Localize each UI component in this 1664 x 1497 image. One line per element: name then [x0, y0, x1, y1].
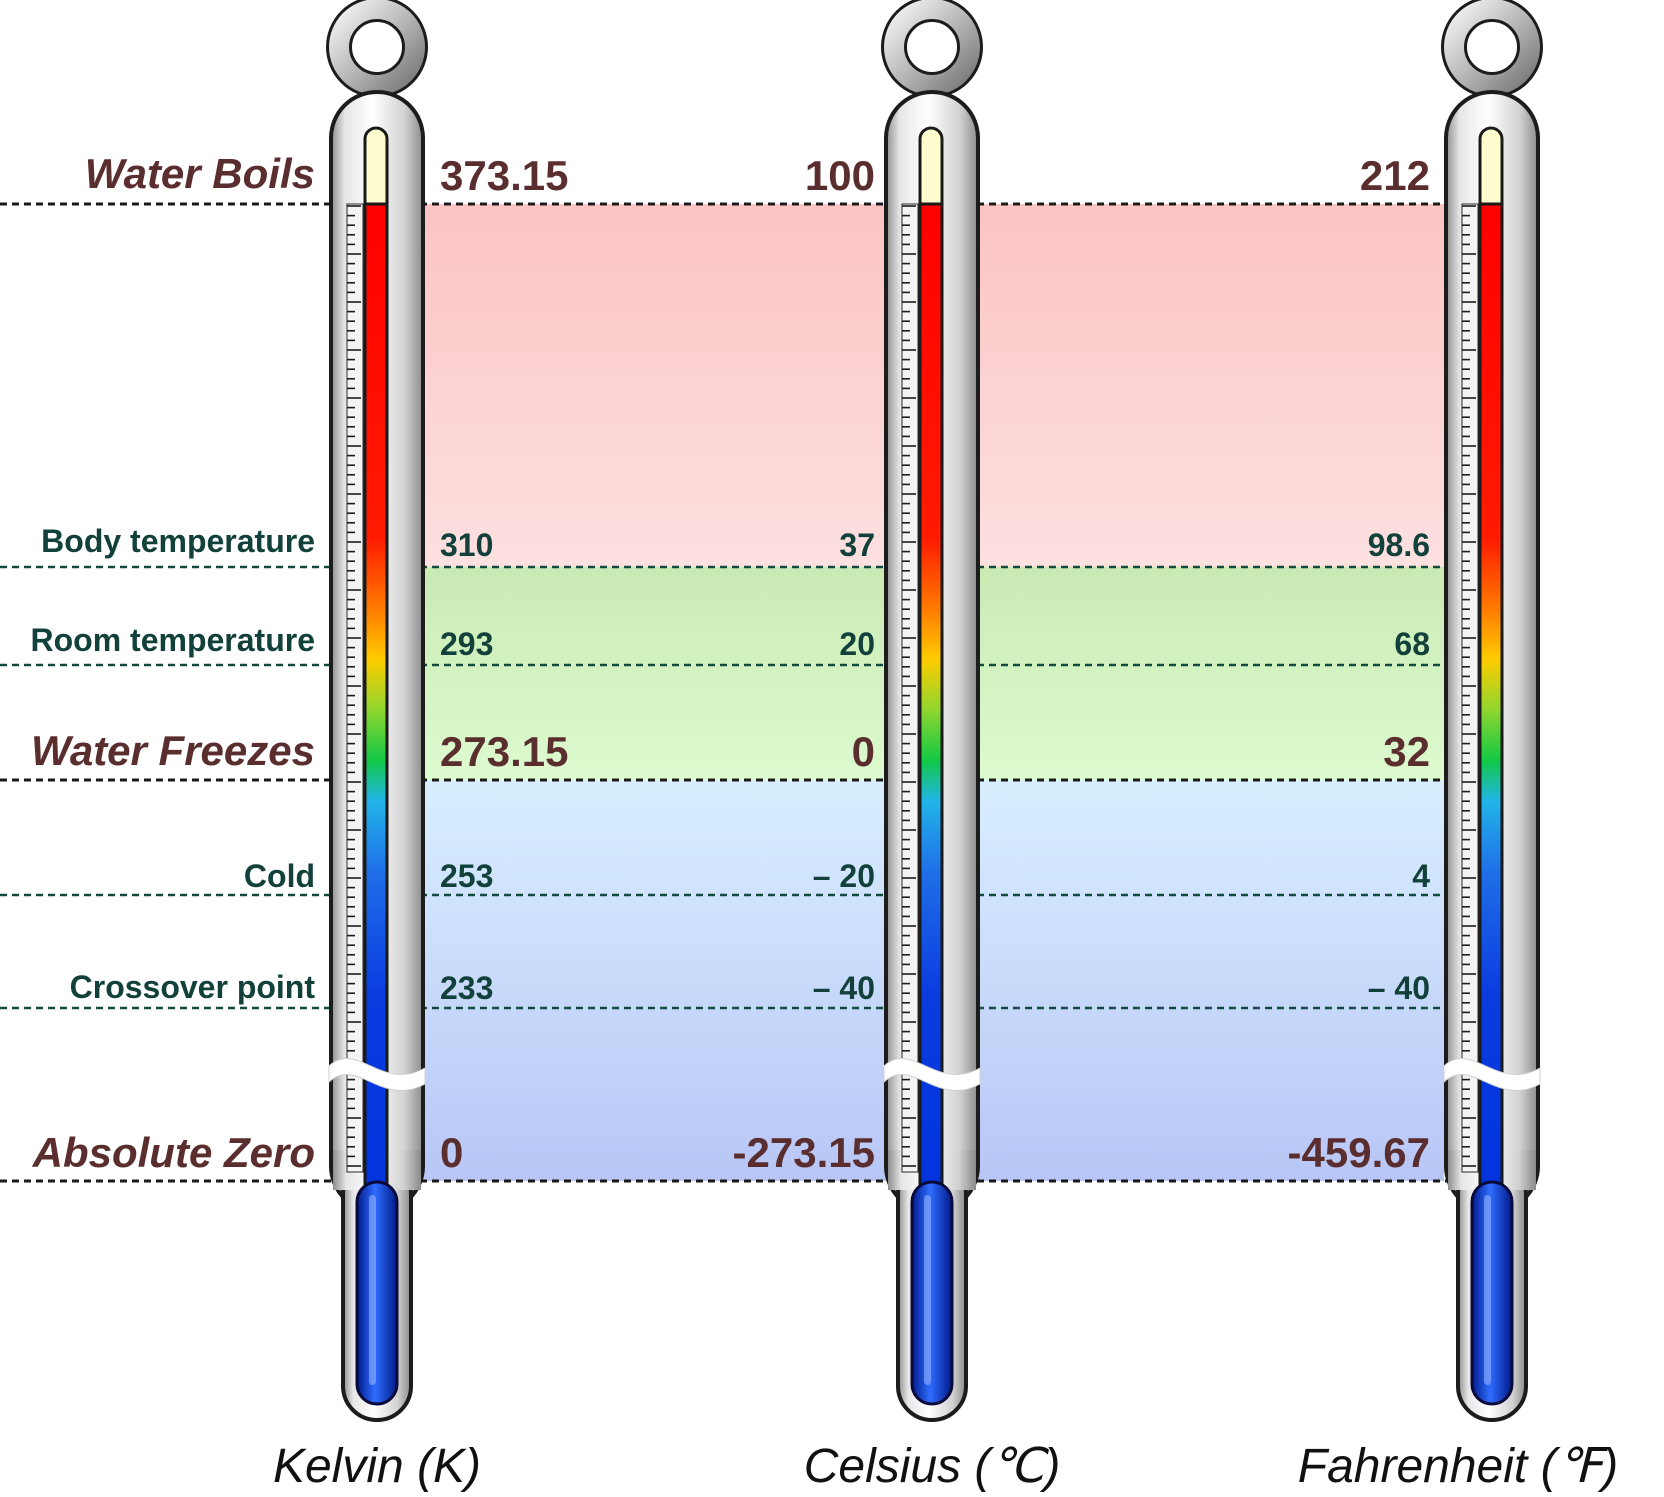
reference-lines: [0, 202, 1455, 1183]
celsius-value: 100: [805, 152, 875, 199]
reference-labels: Water Boils Body temperature Room temper…: [31, 150, 316, 1176]
label-water-freezes: Water Freezes: [31, 727, 315, 774]
kelvin-value: 0: [440, 1129, 463, 1176]
celsius-value: 37: [839, 527, 875, 563]
scale-name-fahrenheit: Fahrenheit (℉): [1298, 1440, 1618, 1493]
celsius-value: -273.15: [733, 1129, 875, 1176]
fahrenheit-value: -459.67: [1288, 1129, 1430, 1176]
thermometer-kelvin: [326, 0, 428, 1422]
label-cold: Cold: [244, 858, 315, 894]
fahrenheit-values: 212 98.6 68 32 4 – 40 -459.67: [1288, 152, 1431, 1176]
fahrenheit-value: 98.6: [1368, 527, 1430, 563]
thermometer-celsius: [881, 0, 983, 1422]
celsius-value: 20: [839, 626, 875, 662]
hot-band: [420, 204, 1444, 567]
celsius-value: – 40: [813, 970, 875, 1006]
kelvin-value: 373.15: [440, 152, 568, 199]
kelvin-value: 310: [440, 527, 493, 563]
scale-names: Kelvin (K) Celsius (℃) Fahrenheit (℉): [273, 1440, 1618, 1493]
kelvin-value: 253: [440, 858, 493, 894]
label-room-temperature: Room temperature: [31, 622, 316, 658]
kelvin-value: 233: [440, 970, 493, 1006]
thermometers: [326, 0, 1543, 1422]
scale-name-celsius: Celsius (℃): [804, 1440, 1061, 1493]
celsius-value: 0: [852, 728, 875, 775]
kelvin-values: 373.15 310 293 273.15 253 233 0: [440, 152, 568, 1176]
fahrenheit-value: 68: [1394, 626, 1430, 662]
temperature-bands: [420, 204, 1444, 1181]
fahrenheit-value: 32: [1383, 728, 1430, 775]
label-body-temperature: Body temperature: [41, 523, 315, 559]
fahrenheit-value: – 40: [1368, 970, 1430, 1006]
cold-band: [420, 780, 1444, 1181]
celsius-value: – 20: [813, 858, 875, 894]
scale-name-kelvin: Kelvin (K): [273, 1440, 481, 1493]
thermometer-fahrenheit: [1441, 0, 1543, 1422]
label-crossover-point: Crossover point: [70, 969, 316, 1005]
kelvin-value: 293: [440, 626, 493, 662]
label-water-boils: Water Boils: [85, 150, 315, 197]
mild-band: [420, 567, 1444, 780]
celsius-values: 100 37 20 0 – 20 – 40 -273.15: [733, 152, 875, 1176]
kelvin-value: 273.15: [440, 728, 568, 775]
label-absolute-zero: Absolute Zero: [32, 1129, 315, 1176]
fahrenheit-value: 212: [1360, 152, 1430, 199]
fahrenheit-value: 4: [1412, 858, 1430, 894]
